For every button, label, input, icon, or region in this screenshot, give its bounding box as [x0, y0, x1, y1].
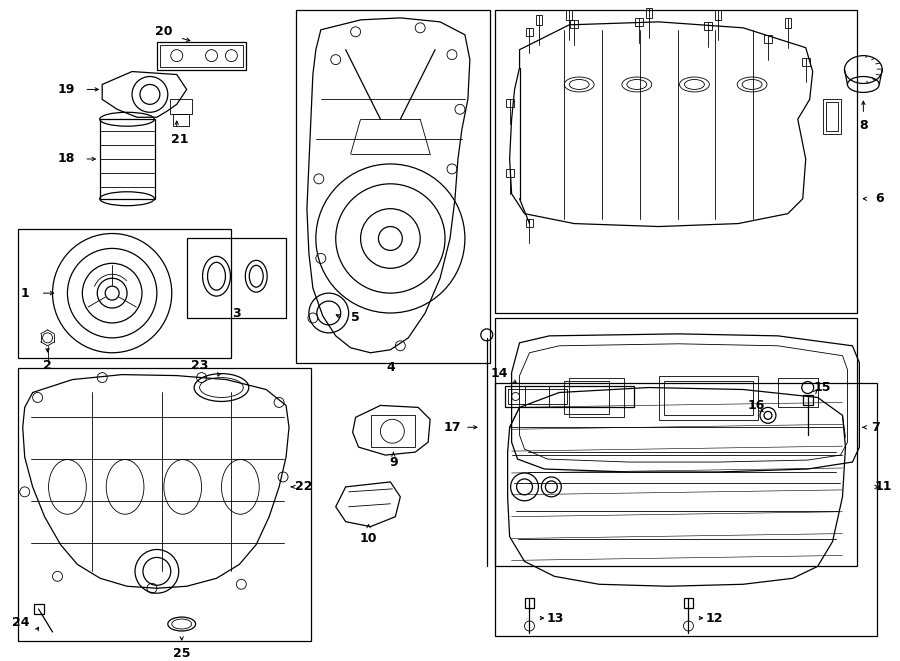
Bar: [663, 381, 753, 415]
Text: 25: 25: [173, 647, 191, 660]
Text: 23: 23: [191, 359, 208, 372]
Bar: [170, 99, 192, 114]
Bar: [173, 114, 189, 126]
Text: 22: 22: [295, 481, 312, 493]
Bar: [683, 598, 693, 608]
Bar: [564, 381, 609, 414]
Bar: [823, 99, 841, 134]
Bar: [778, 377, 818, 407]
Bar: [508, 389, 567, 405]
Text: 7: 7: [871, 421, 879, 434]
Bar: [571, 20, 578, 28]
Bar: [18, 368, 310, 641]
Text: 14: 14: [491, 367, 508, 380]
Bar: [566, 10, 572, 20]
Bar: [526, 28, 534, 36]
Bar: [764, 35, 772, 43]
Text: 5: 5: [351, 311, 360, 325]
Bar: [100, 119, 155, 199]
Text: 10: 10: [360, 532, 377, 545]
Text: 1: 1: [21, 287, 29, 299]
Text: 4: 4: [386, 361, 395, 374]
Text: 3: 3: [232, 307, 240, 319]
Bar: [506, 169, 514, 177]
Bar: [495, 318, 858, 566]
Bar: [160, 45, 243, 67]
Bar: [802, 58, 810, 65]
Bar: [33, 604, 43, 614]
Text: 13: 13: [546, 611, 564, 625]
Bar: [18, 229, 231, 358]
Text: 16: 16: [747, 399, 765, 412]
Bar: [705, 22, 712, 30]
Bar: [525, 598, 535, 608]
Text: 15: 15: [814, 381, 832, 394]
Text: 17: 17: [443, 421, 461, 434]
Text: 19: 19: [58, 83, 75, 96]
Text: 11: 11: [875, 481, 892, 493]
Bar: [371, 415, 415, 447]
Text: 2: 2: [43, 359, 52, 372]
Text: 8: 8: [860, 119, 868, 132]
Text: 12: 12: [706, 611, 723, 625]
Bar: [634, 18, 643, 26]
Bar: [495, 10, 858, 313]
Text: 24: 24: [12, 615, 30, 629]
Bar: [659, 375, 758, 420]
Bar: [495, 383, 878, 636]
Bar: [646, 8, 652, 18]
Bar: [803, 395, 813, 405]
Bar: [506, 99, 514, 107]
Text: 20: 20: [155, 25, 173, 38]
Text: 18: 18: [58, 153, 75, 165]
Bar: [157, 42, 247, 69]
Bar: [536, 15, 543, 25]
Text: 6: 6: [875, 192, 884, 205]
Bar: [526, 219, 534, 227]
Bar: [186, 239, 286, 318]
Text: 9: 9: [389, 455, 398, 469]
Bar: [825, 102, 838, 131]
Bar: [296, 10, 490, 363]
Bar: [716, 10, 721, 20]
Bar: [569, 377, 624, 417]
Bar: [785, 18, 791, 28]
Text: 21: 21: [171, 133, 188, 145]
Bar: [505, 385, 634, 407]
